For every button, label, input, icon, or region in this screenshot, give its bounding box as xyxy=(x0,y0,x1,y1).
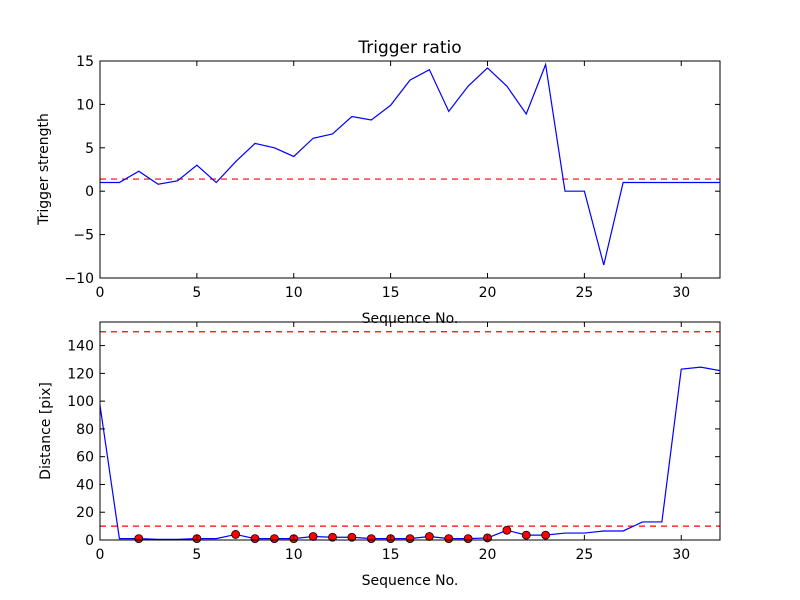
data-point xyxy=(347,532,357,542)
y-tick-label: 120 xyxy=(67,366,94,382)
y-tick-label: 80 xyxy=(76,422,94,438)
distance-chart: Sequence No. Distance [pix] 0 5 10 15 20 25 30… xyxy=(38,321,721,589)
data-point xyxy=(405,534,415,544)
data-point xyxy=(541,530,551,540)
data-point xyxy=(308,532,318,541)
y-tick-label: 5 xyxy=(85,141,94,157)
y-tick-label: 100 xyxy=(67,394,94,410)
x-tick-label: 30 xyxy=(672,547,690,563)
trigger-ratio-chart: Trigger ratio Sequence No. Trigger stren… xyxy=(36,38,721,327)
x-axis-label: Sequence No. xyxy=(362,573,459,589)
data-point xyxy=(328,532,337,542)
data-point xyxy=(444,534,454,544)
x-tick-label: 10 xyxy=(285,547,303,563)
plot-frame xyxy=(99,60,721,279)
x-tick-label: 0 xyxy=(96,547,105,563)
x-tick-label: 15 xyxy=(382,285,400,301)
x-tick-label: 20 xyxy=(479,547,497,563)
x-tick-label: 0 xyxy=(96,285,105,301)
x-tick-label: 10 xyxy=(285,285,303,301)
y-tick-label: −10 xyxy=(64,271,94,287)
x-tick-label: 5 xyxy=(192,285,201,301)
y-tick-label: 40 xyxy=(76,477,94,493)
y-tick-label: −5 xyxy=(73,228,94,244)
x-tick-label: 25 xyxy=(575,547,593,563)
x-tick-label: 15 xyxy=(382,547,400,563)
data-point xyxy=(366,534,376,544)
x-tick-label: 20 xyxy=(479,285,497,301)
data-point xyxy=(521,530,531,540)
data-point xyxy=(424,532,434,541)
y-axis-label: Distance [pix] xyxy=(38,382,54,480)
y-tick-label: 140 xyxy=(67,339,94,355)
y-tick-label: 60 xyxy=(76,450,94,466)
y-tick-label: 15 xyxy=(76,54,94,70)
x-tick-label: 25 xyxy=(575,285,593,301)
data-point xyxy=(269,534,279,544)
series-line xyxy=(100,62,720,266)
y-axis-label: Trigger strength xyxy=(36,113,52,226)
chart-title: Trigger ratio xyxy=(357,38,461,58)
plot-frame xyxy=(99,321,721,541)
y-tick-label: 10 xyxy=(76,97,94,113)
y-tick-label: 0 xyxy=(85,184,94,200)
y-tick-label: 0 xyxy=(85,533,94,549)
x-tick-label: 30 xyxy=(672,285,690,301)
data-point xyxy=(502,525,512,535)
data-point xyxy=(463,534,473,544)
x-tick-label: 5 xyxy=(192,547,201,563)
data-point xyxy=(250,534,260,544)
data-point xyxy=(231,530,241,539)
data-point xyxy=(134,534,144,544)
x-axis-label: Sequence No. xyxy=(362,311,459,327)
y-tick-label: 20 xyxy=(76,505,94,521)
